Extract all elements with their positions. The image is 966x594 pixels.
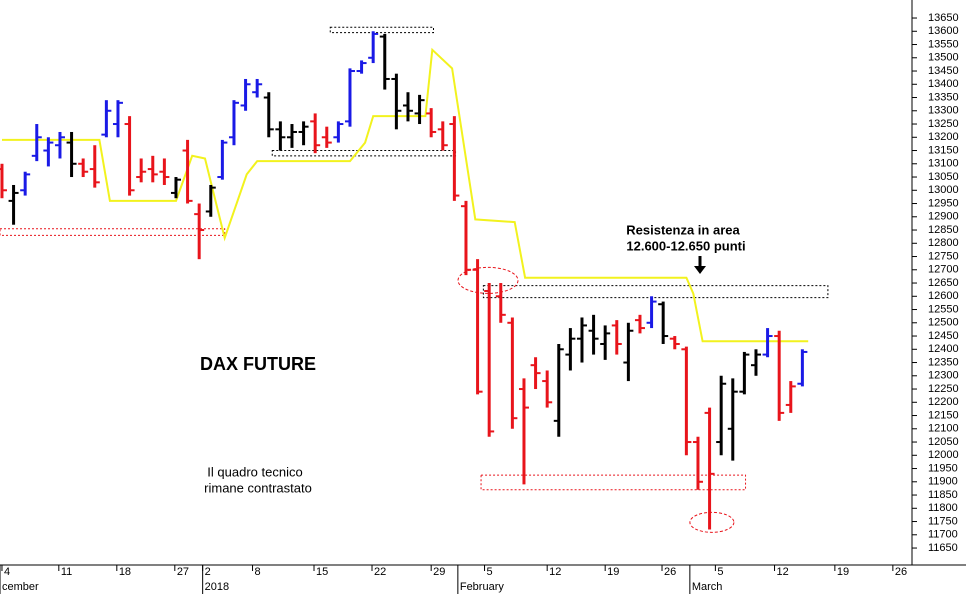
x-tick-label: 18 — [119, 566, 131, 578]
y-tick-label: 11900 — [928, 476, 958, 488]
y-tick-label: 12400 — [928, 343, 959, 355]
y-tick-label: 13150 — [928, 144, 959, 156]
x-tick-label: 5 — [717, 566, 723, 578]
y-tick-label: 12050 — [928, 436, 959, 448]
y-tick-label: 12100 — [928, 423, 959, 435]
y-tick-label: 13000 — [928, 184, 959, 196]
y-tick-label: 13600 — [928, 25, 959, 37]
price-zone — [0, 228, 226, 236]
x-tick-label: 27 — [177, 566, 189, 578]
y-tick-label: 12300 — [928, 370, 959, 382]
y-tick-label: 12350 — [928, 356, 959, 368]
x-tick-label: 2 — [205, 566, 211, 578]
y-tick-label: 12500 — [928, 317, 959, 329]
annotation: 12.600-12.650 punti — [626, 238, 745, 253]
y-tick-label: 12700 — [928, 264, 959, 276]
y-tick-label: 11950 — [928, 462, 958, 474]
month-label: March — [692, 581, 723, 593]
month-label: February — [460, 581, 505, 593]
arrow — [694, 256, 706, 274]
y-tick-label: 13100 — [928, 158, 959, 170]
y-tick-label: 12600 — [928, 290, 959, 302]
annotation: rimane contrastato — [204, 480, 312, 495]
x-tick-label: 22 — [374, 566, 386, 578]
y-tick-label: 11700 — [928, 529, 958, 541]
y-tick-label: 13350 — [928, 91, 959, 103]
y-tick-label: 12000 — [928, 449, 959, 461]
price-zone — [480, 474, 747, 491]
x-tick-label: 5 — [487, 566, 493, 578]
y-tick-label: 12800 — [928, 237, 959, 249]
price-zone — [329, 26, 434, 34]
annotation: Resistenza in area — [626, 222, 740, 237]
y-tick-label: 11800 — [928, 502, 958, 514]
y-tick-label: 13500 — [928, 52, 959, 64]
y-tick-label: 12550 — [928, 303, 959, 315]
y-tick-label: 12450 — [928, 330, 959, 342]
y-tick-label: 13050 — [928, 171, 959, 183]
month-label: 2018 — [205, 581, 229, 593]
highlight — [689, 511, 735, 533]
y-tick-label: 13400 — [928, 78, 959, 90]
x-tick-label: 12 — [549, 566, 561, 578]
y-tick-label: 12250 — [928, 383, 959, 395]
month-label: cember — [2, 581, 39, 593]
annotation: Il quadro tecnico — [207, 464, 302, 479]
y-tick-label: 12750 — [928, 250, 959, 262]
y-tick-label: 13300 — [928, 105, 959, 117]
x-tick-label: 26 — [664, 566, 676, 578]
y-tick-label: 13200 — [928, 131, 959, 143]
chart-title: DAX FUTURE — [200, 354, 316, 374]
x-tick-label: 4 — [4, 566, 10, 578]
y-tick-label: 12200 — [928, 396, 959, 408]
x-tick-label: 19 — [837, 566, 849, 578]
x-tick-label: 8 — [255, 566, 261, 578]
x-tick-label: 15 — [316, 566, 328, 578]
y-tick-label: 11750 — [928, 515, 958, 527]
y-tick-label: 12900 — [928, 211, 959, 223]
x-tick-label: 29 — [433, 566, 445, 578]
y-tick-label: 11850 — [928, 489, 958, 501]
indicator-line — [2, 47, 809, 343]
y-tick-label: 12650 — [928, 277, 959, 289]
y-tick-label: 13250 — [928, 118, 959, 130]
x-tick-label: 19 — [607, 566, 619, 578]
price-zone — [482, 285, 829, 299]
x-tick-label: 12 — [777, 566, 789, 578]
y-tick-label: 12150 — [928, 409, 959, 421]
y-tick-label: 11650 — [928, 542, 958, 554]
x-tick-label: 11 — [61, 566, 72, 578]
y-tick-label: 13550 — [928, 38, 959, 50]
y-tick-label: 13450 — [928, 65, 959, 77]
y-tick-label: 12950 — [928, 197, 959, 209]
y-tick-label: 12850 — [928, 224, 959, 236]
x-tick-label: 26 — [895, 566, 907, 578]
y-tick-label: 13650 — [928, 12, 959, 24]
